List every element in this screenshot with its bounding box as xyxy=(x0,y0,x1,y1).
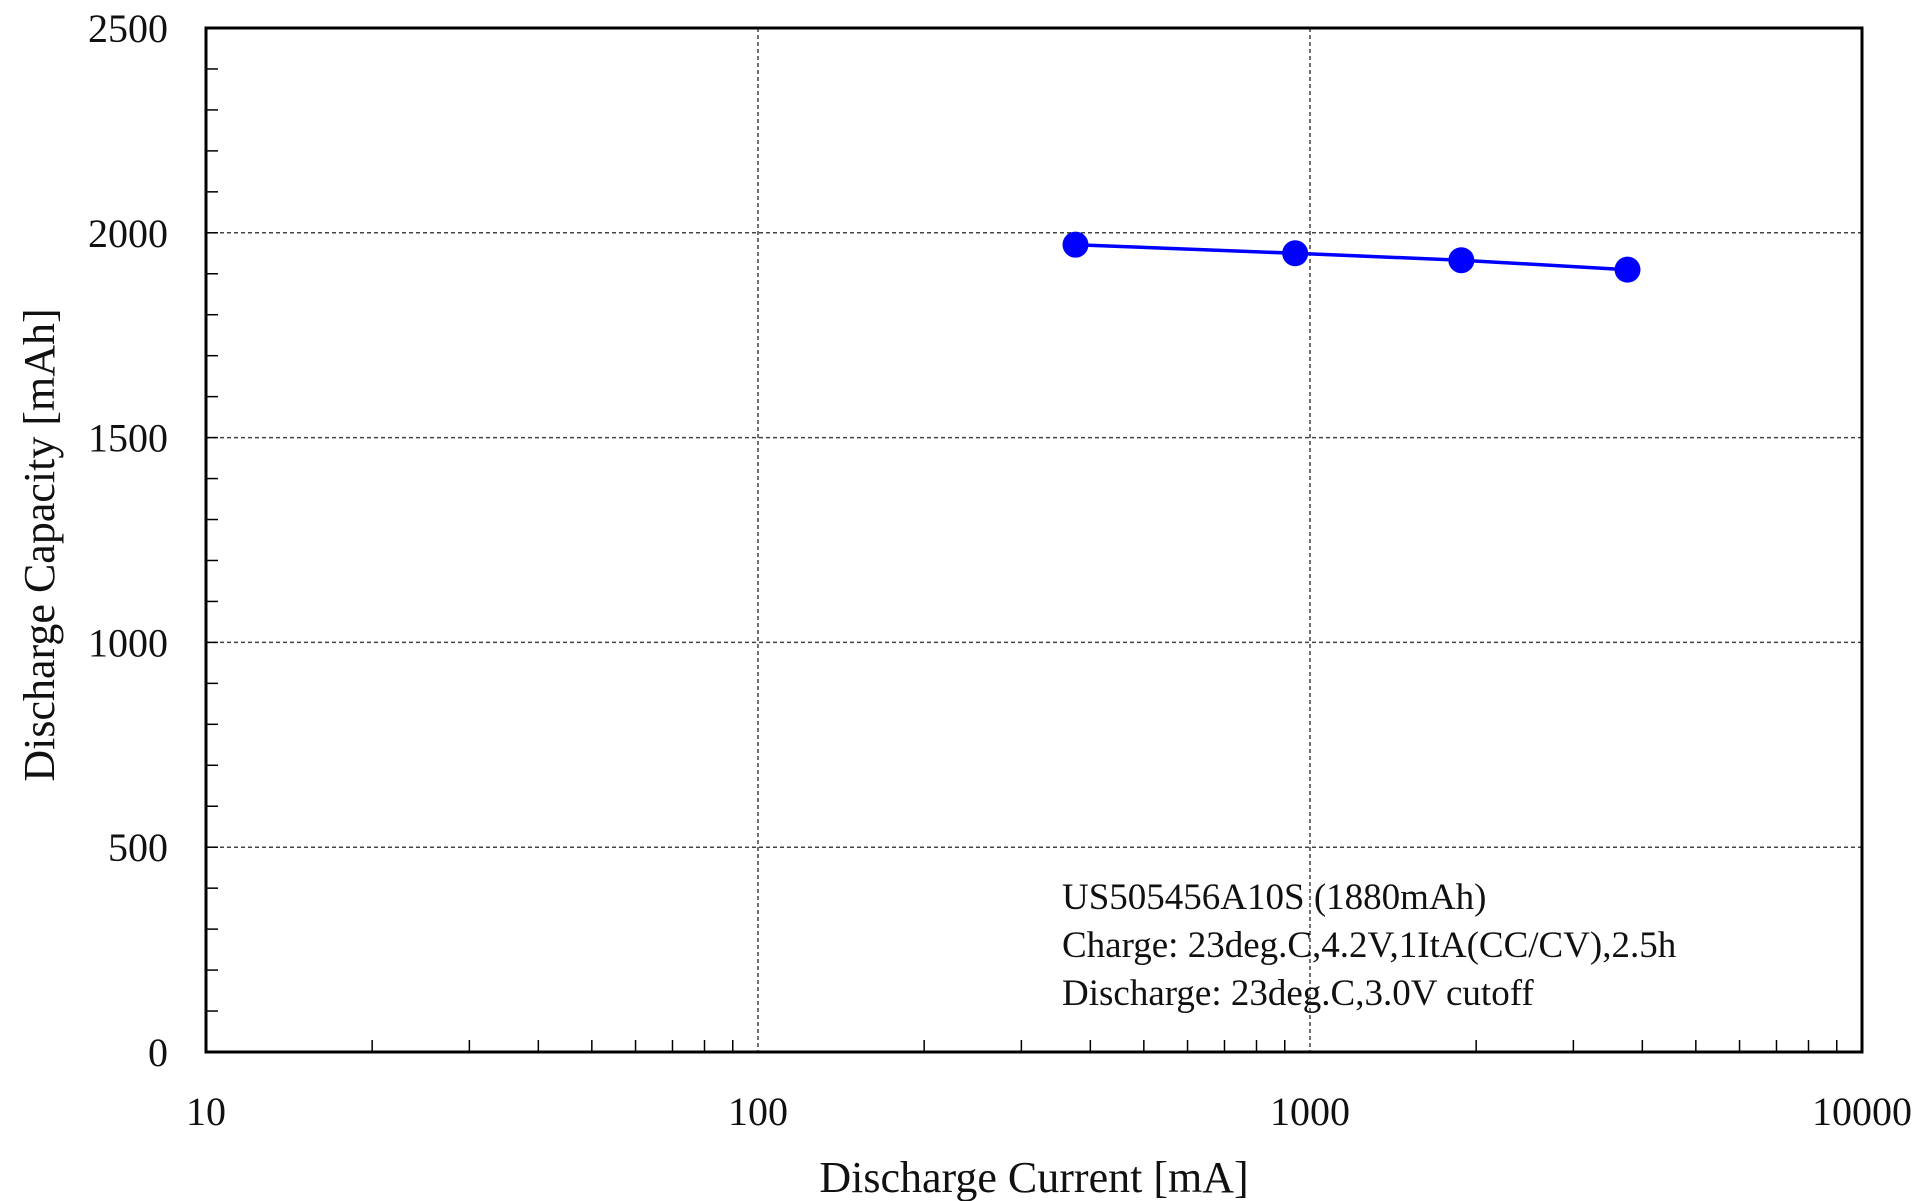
y-tick-label: 0 xyxy=(148,1030,168,1075)
y-axis-title: Discharge Capacity [mAh] xyxy=(15,308,64,781)
minor-ticks xyxy=(206,27,1838,1053)
data-point xyxy=(1062,231,1089,258)
y-tick-label: 2000 xyxy=(88,211,168,256)
x-axis-title: Discharge Current [mA] xyxy=(819,1153,1248,1201)
x-tick-labels: 10 100 1000 10000 xyxy=(186,1089,1912,1134)
y-tick-labels: 0 500 1000 1500 2000 2500 xyxy=(88,6,168,1075)
plot-area-frame xyxy=(204,26,1864,1054)
grid-lines xyxy=(206,28,1862,1052)
series-layer xyxy=(1062,231,1641,283)
data-point xyxy=(1448,247,1475,274)
y-tick-label: 500 xyxy=(108,825,168,870)
x-tick-label: 100 xyxy=(728,1089,788,1134)
y-tick-label: 2500 xyxy=(88,6,168,51)
data-point xyxy=(1614,256,1641,283)
y-tick-label: 1000 xyxy=(88,620,168,665)
x-tick-label: 1000 xyxy=(1270,1089,1350,1134)
annotation-line-discharge: Discharge: 23deg.C,3.0V cutoff xyxy=(1062,973,1534,1014)
y-tick-label: 1500 xyxy=(88,416,168,461)
data-point xyxy=(1282,240,1309,267)
x-tick-label: 10 xyxy=(186,1089,226,1134)
annotation-line-model: US505456A10S (1880mAh) xyxy=(1062,877,1487,918)
annotation-box: US505456A10S (1880mAh) Charge: 23deg.C,4… xyxy=(1062,877,1677,1014)
x-tick-label: 10000 xyxy=(1812,1089,1912,1134)
series-line xyxy=(1075,242,1628,272)
annotation-line-charge: Charge: 23deg.C,4.2V,1ItA(CC/CV),2.5h xyxy=(1062,925,1677,966)
